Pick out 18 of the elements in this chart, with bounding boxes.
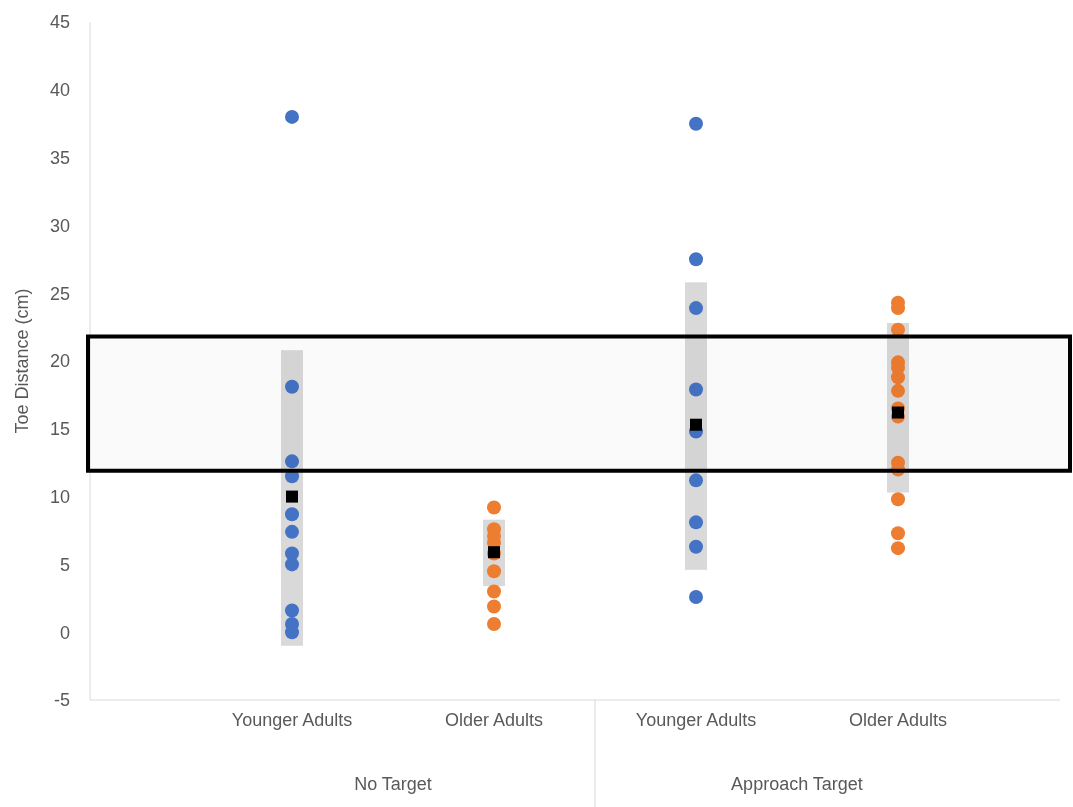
x-tick-label: Younger Adults <box>231 710 353 730</box>
y-tick-label: 20 <box>49 351 70 372</box>
x-axis-title: Approach Target <box>731 774 863 794</box>
y-tick-label: 5 <box>59 554 70 575</box>
x-axis-title: No Target <box>354 774 432 794</box>
y-tick-label: 15 <box>49 419 70 440</box>
x-tick-label: Older Adults <box>444 710 544 730</box>
x-tick-label: Younger Adults <box>635 710 757 730</box>
y-tick-label: 35 <box>49 147 70 168</box>
y-axis-title: Toe Distance (cm) <box>12 288 32 434</box>
y-tick-label: 10 <box>49 486 70 507</box>
y-tick-label: -5 <box>53 690 70 711</box>
y-tick-label: 0 <box>59 622 70 643</box>
y-tick-label: 40 <box>49 80 70 101</box>
y-tick-label: 30 <box>49 215 70 236</box>
y-tick-label: 45 <box>49 12 70 33</box>
x-tick-label: Older Adults <box>848 710 948 730</box>
y-tick-label: 25 <box>49 283 70 304</box>
